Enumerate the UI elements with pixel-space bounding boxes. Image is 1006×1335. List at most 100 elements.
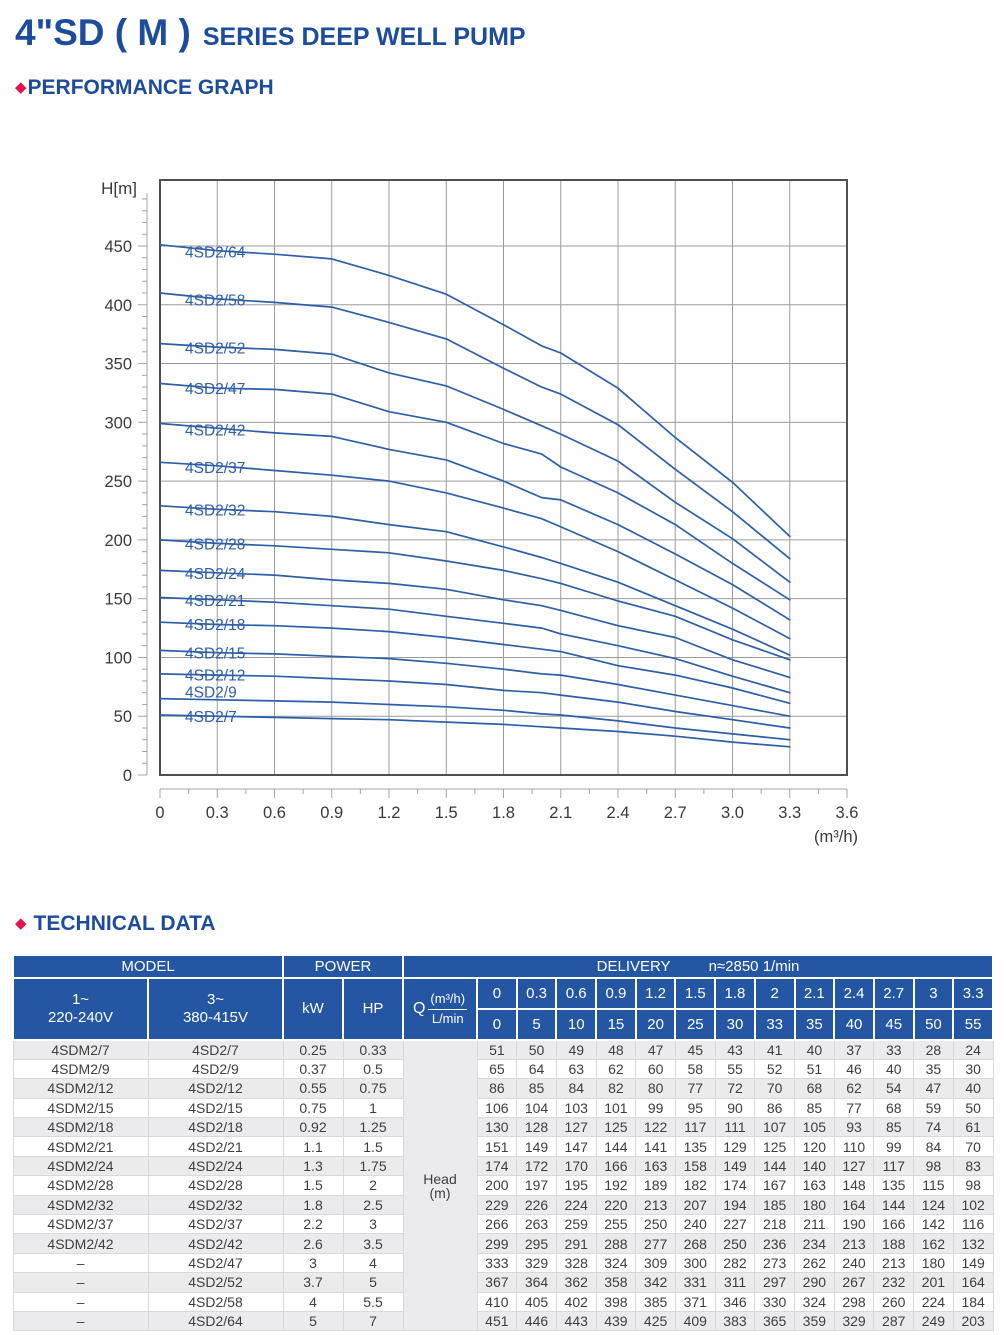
head-value-cell: 128 [516,1117,557,1138]
y-tick-label: 50 [114,708,132,726]
delivery-label: DELIVERY [596,957,671,975]
performance-graph-heading: ◆PERFORMANCE GRAPH [15,76,274,100]
model-3ph-cell: 4SD2/21 [147,1136,284,1157]
head-value-cell: 47 [913,1078,954,1099]
y-tick-label: 250 [104,473,132,491]
curve-label: 4SD2/58 [185,293,245,310]
table-row: 4SDM2/42 4SD2/42 2.6 3.5 299 295 291 288 277 268 2… [12,1233,994,1254]
curve-label: 4SD2/12 [185,668,245,685]
head-value-cell: 446 [516,1310,557,1332]
head-value-cell: 59 [913,1097,954,1119]
technical-data-heading: ◆ TECHNICAL DATA [15,912,216,936]
model-3ph-cell: 4SD2/52 [147,1272,284,1293]
head-value-cell: 358 [595,1272,637,1293]
head-value-cell: 410 [476,1291,518,1312]
q-m3h-header: 1.5 [674,977,717,1010]
head-value-cell: 147 [555,1136,597,1157]
head-value-cell: 106 [476,1097,518,1119]
head-value-cell: 260 [873,1291,915,1312]
kw-cell: 5 [282,1310,344,1332]
kw-header: kW [282,977,344,1041]
head-value-cell: 84 [555,1078,597,1099]
head-value-cell: 85 [873,1117,915,1138]
model-3ph-cell: 4SD2/47 [147,1252,284,1274]
head-value-cell: 164 [952,1272,994,1293]
model-3ph-cell: 4SD2/42 [147,1233,284,1254]
head-value-cell: 111 [714,1117,756,1138]
head-value-cell: 291 [555,1233,597,1254]
hp-header: HP [341,977,405,1041]
hp-cell: 1.75 [342,1155,404,1177]
head-value-cell: 166 [873,1214,915,1235]
head-value-cell: 102 [952,1194,994,1216]
kw-cell: 1.1 [282,1136,344,1157]
model-1ph-cell: 4SDM2/42 [12,1233,149,1254]
head-value-cell: 122 [635,1117,676,1138]
curve-labels: 4SD2/64 4SD2/58 4SD2/52 4SD2/47 4SD2/42 4SD2/… [185,244,246,725]
q-lmin-header: 20 [634,1008,677,1041]
head-value-cell: 287 [873,1310,915,1332]
model-1ph-cell: – [12,1291,149,1312]
hp-cell: 1.5 [342,1136,404,1157]
curve-label: 4SD2/52 [185,340,245,357]
head-value-cell: 117 [873,1155,915,1177]
three-phase-header: 3~ 380-415V [147,977,284,1041]
head-value-cell: 439 [595,1310,637,1332]
curve-label: 4SD2/64 [185,244,246,261]
head-value-cell: 203 [952,1310,994,1332]
head-value-cell: 250 [635,1214,676,1235]
single-phase-header: 1~ 220-240V [12,977,149,1041]
head-value-cell: 267 [833,1272,875,1293]
q-m3h-header: 3.3 [952,977,994,1010]
table-row: 4SDM2/21 4SD2/21 1.1 1.5 151 149 147 144 141 135 1… [12,1136,994,1157]
head-value-cell: 443 [555,1310,597,1332]
model-3ph-cell: 4SD2/7 [147,1039,284,1060]
head-value-cell: 227 [714,1214,756,1235]
x-axis-labels: 0 0.3 0.6 0.9 1.2 1.5 1.8 2.1 2.4 2.7 3.0 3.3 3.6 [155,804,858,822]
curve-label: 4SD2/28 [185,537,245,554]
model-3ph-cell: 4SD2/37 [147,1214,284,1235]
head-value-cell: 174 [476,1155,518,1177]
head-value-cell: 288 [595,1233,637,1254]
curve-4SD2/32 [159,504,791,656]
head-value-cell: 329 [833,1310,875,1332]
head-value-cell: 35 [913,1058,954,1080]
head-value-cell: 49 [555,1039,597,1060]
head-value-cell: 58 [674,1058,716,1080]
head-value-cell: 346 [714,1291,756,1312]
x-tick-label: 0 [155,804,164,822]
head-value-cell: 273 [754,1252,796,1274]
head-value-cell: 51 [476,1039,518,1060]
head-value-cell: 70 [754,1078,796,1099]
hp-cell: 4 [342,1252,404,1274]
x-axis [159,788,848,798]
head-value-cell: 218 [754,1214,796,1235]
head-value-cell: 240 [833,1252,875,1274]
model-header: MODEL [12,954,284,979]
head-value-cell: 77 [674,1078,716,1099]
head-value-cell: 74 [913,1117,954,1138]
head-value-cell: 33 [873,1039,915,1060]
head-value-cell: 295 [516,1233,557,1254]
head-value-cell: 342 [635,1272,676,1293]
head-value-cell: 224 [555,1194,597,1216]
q-lmin-header: 30 [714,1008,756,1041]
curve-label: 4SD2/21 [185,593,245,610]
q-lmin-header: 50 [912,1008,955,1041]
head-value-cell: 40 [794,1039,835,1060]
head-value-cell: 262 [794,1252,835,1274]
head-value-cell: 220 [595,1194,637,1216]
q-m3h-header: 0.9 [595,977,637,1010]
head-value-cell: 130 [476,1117,518,1138]
head-value-cell: 110 [833,1136,875,1157]
curve-4SD2/18 [159,621,791,705]
head-value-cell: 195 [555,1175,597,1196]
model-1ph-cell: 4SDM2/37 [12,1214,149,1235]
head-value-cell: 211 [794,1214,835,1235]
head-value-cell: 40 [873,1058,915,1080]
head-value-cell: 45 [674,1039,716,1060]
model-1ph-cell: 4SDM2/21 [12,1136,149,1157]
page-title-series: SERIES DEEP WELL PUMP [202,23,526,51]
head-value-cell: 240 [674,1214,716,1235]
